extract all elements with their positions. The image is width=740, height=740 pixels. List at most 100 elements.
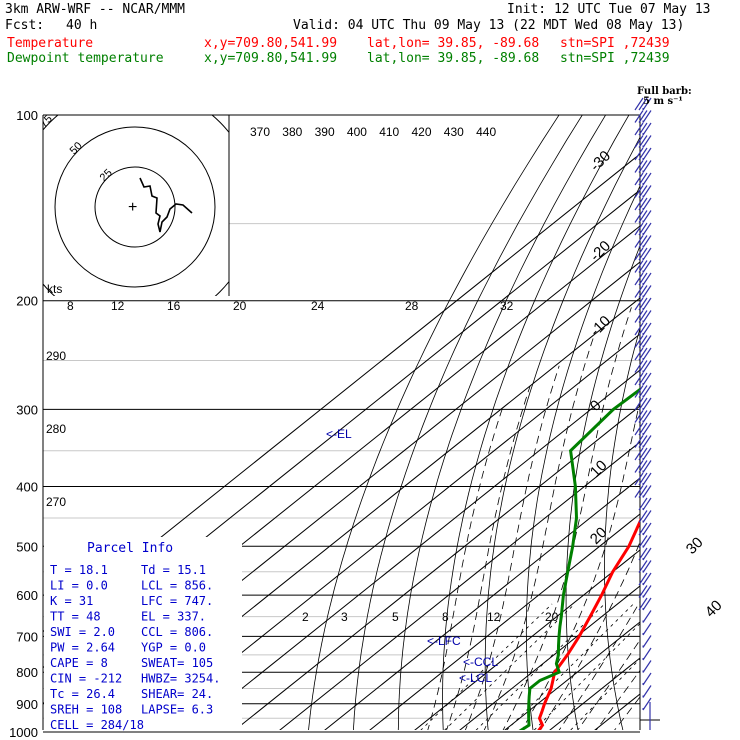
dry-adiabat (442, 115, 630, 730)
wind-barb (634, 285, 652, 298)
moist-adiabat (558, 600, 640, 730)
wind-barb (634, 122, 652, 136)
wind-barb (642, 685, 652, 698)
moist-adiabat (427, 409, 503, 730)
level-annotation: <-EL (326, 427, 352, 441)
isotherm-line (189, 369, 640, 730)
kts-label: 8 (67, 299, 74, 313)
wind-barb (634, 372, 652, 386)
temperature-line (537, 518, 640, 730)
isotherm-line (459, 585, 640, 730)
wind-barb (634, 347, 652, 361)
wind-barb (634, 360, 652, 373)
temperature-latlon: lat,lon= 39.85, -89.68 (367, 36, 540, 51)
mixing-ratio-label: 20 (545, 610, 559, 624)
wind-barb (634, 447, 652, 461)
wind-barb (642, 672, 652, 686)
height-label: 280 (46, 422, 66, 436)
level-annotation: <-LFC (427, 634, 461, 648)
init-time: Init: 12 UTC Tue 07 May 13 (507, 2, 711, 17)
kts-label: 12 (111, 299, 125, 313)
wind-barb (642, 697, 652, 711)
parcel-stat: LAPSE= 6.3 (141, 703, 213, 717)
parcel-title: Parcel Info (87, 541, 173, 556)
moist-adiabat (521, 398, 640, 730)
dry-adiabat (308, 115, 560, 730)
wind-barb (638, 547, 652, 561)
parcel-stat: SHEAR= 24. (141, 687, 213, 701)
parcel-info-panel: Parcel Info T = 18.1 Td = 15.1 LI = 0.0 LCL … (44, 537, 242, 732)
isotherm-line (504, 621, 640, 730)
wind-barb (638, 597, 652, 611)
wind-barb (642, 610, 652, 623)
mixing-ratio-label: 2 (302, 610, 309, 624)
dry-adiabat (484, 136, 640, 730)
wind-barb (634, 147, 652, 161)
parcel-stat: LI = 0.0 (50, 579, 108, 593)
pressure-label: 400 (16, 479, 38, 494)
mixing-ratio-label: 5 (392, 610, 399, 624)
wind-barb (634, 135, 652, 148)
parcel-stat: SREH = 108 (50, 703, 122, 717)
parcel-stat: TT = 48 (50, 610, 101, 624)
dry-adiabat (678, 115, 740, 740)
mixing-ratio-label: 12 (487, 610, 501, 624)
kts-label: 32 (500, 299, 514, 313)
wind-barb (634, 310, 652, 323)
wind-barb (634, 410, 652, 423)
wind-barb (634, 222, 652, 236)
wind-barb (634, 197, 652, 211)
hodograph-ring-label: 75 (38, 113, 55, 130)
pressure-label: 300 (16, 402, 38, 417)
wind-barb (638, 522, 652, 536)
dry-adiabat (353, 115, 583, 730)
isotherm-line (43, 153, 640, 633)
isotherm-line (639, 729, 640, 730)
moist-adiabat (446, 385, 531, 730)
wind-barb (634, 422, 652, 436)
isotherm-line (279, 441, 640, 730)
level-annotation: <-LCL (459, 671, 492, 685)
moist-adiabat (540, 540, 640, 730)
model-title: 3km ARW-WRF -- NCAR/MMM (5, 2, 186, 17)
theta-label: 420 (412, 125, 432, 139)
pressure-label: 900 (16, 697, 38, 712)
level-annotation: <-CCL (463, 655, 498, 669)
moist-adiabat (595, 669, 640, 730)
parcel-stat: CCL = 806. (141, 625, 213, 639)
temp-label: 20 (587, 524, 611, 548)
dry-adiabat (397, 115, 606, 730)
pressure-label: 700 (16, 629, 38, 644)
parcel-stat: LFC = 747. (141, 594, 213, 608)
wind-barb (634, 247, 652, 261)
pressure-label: 800 (16, 665, 38, 680)
valid-time: Valid: 04 UTC Thu 09 May 13 (22 MDT Wed … (293, 18, 685, 33)
parcel-stat: YGP = 0.0 (141, 641, 206, 655)
wind-barb (638, 560, 652, 573)
parcel-stat: T = 18.1 (50, 563, 108, 577)
parcel-stat: PW = 2.64 (50, 641, 115, 655)
parcel-stat: HWBZ= 3254. (141, 672, 220, 686)
dry-adiabat (565, 244, 640, 730)
hodograph-trace (139, 177, 193, 233)
wind-barbs: Full barb:5 m s⁻¹ (634, 86, 692, 730)
hodograph-ring (54, 126, 216, 288)
mixing-ratio-line (570, 658, 640, 730)
theta-label: 380 (282, 125, 302, 139)
temp-label: 40 (702, 597, 726, 621)
moist-adiabat (577, 639, 640, 730)
wind-barb (634, 97, 652, 111)
dewpoint-line (518, 387, 640, 730)
wind-barb (638, 572, 652, 586)
wind-barb (634, 185, 652, 198)
hodograph-ring (94, 166, 176, 248)
dewpoint-xy: x,y=709.80,541.99 (204, 51, 338, 66)
dry-adiabat (604, 326, 640, 730)
wind-barb (634, 260, 652, 273)
pressure-label: 600 (16, 588, 38, 603)
moist-adiabat (464, 365, 560, 730)
wind-barb (634, 172, 652, 186)
wind-barb (634, 272, 652, 286)
